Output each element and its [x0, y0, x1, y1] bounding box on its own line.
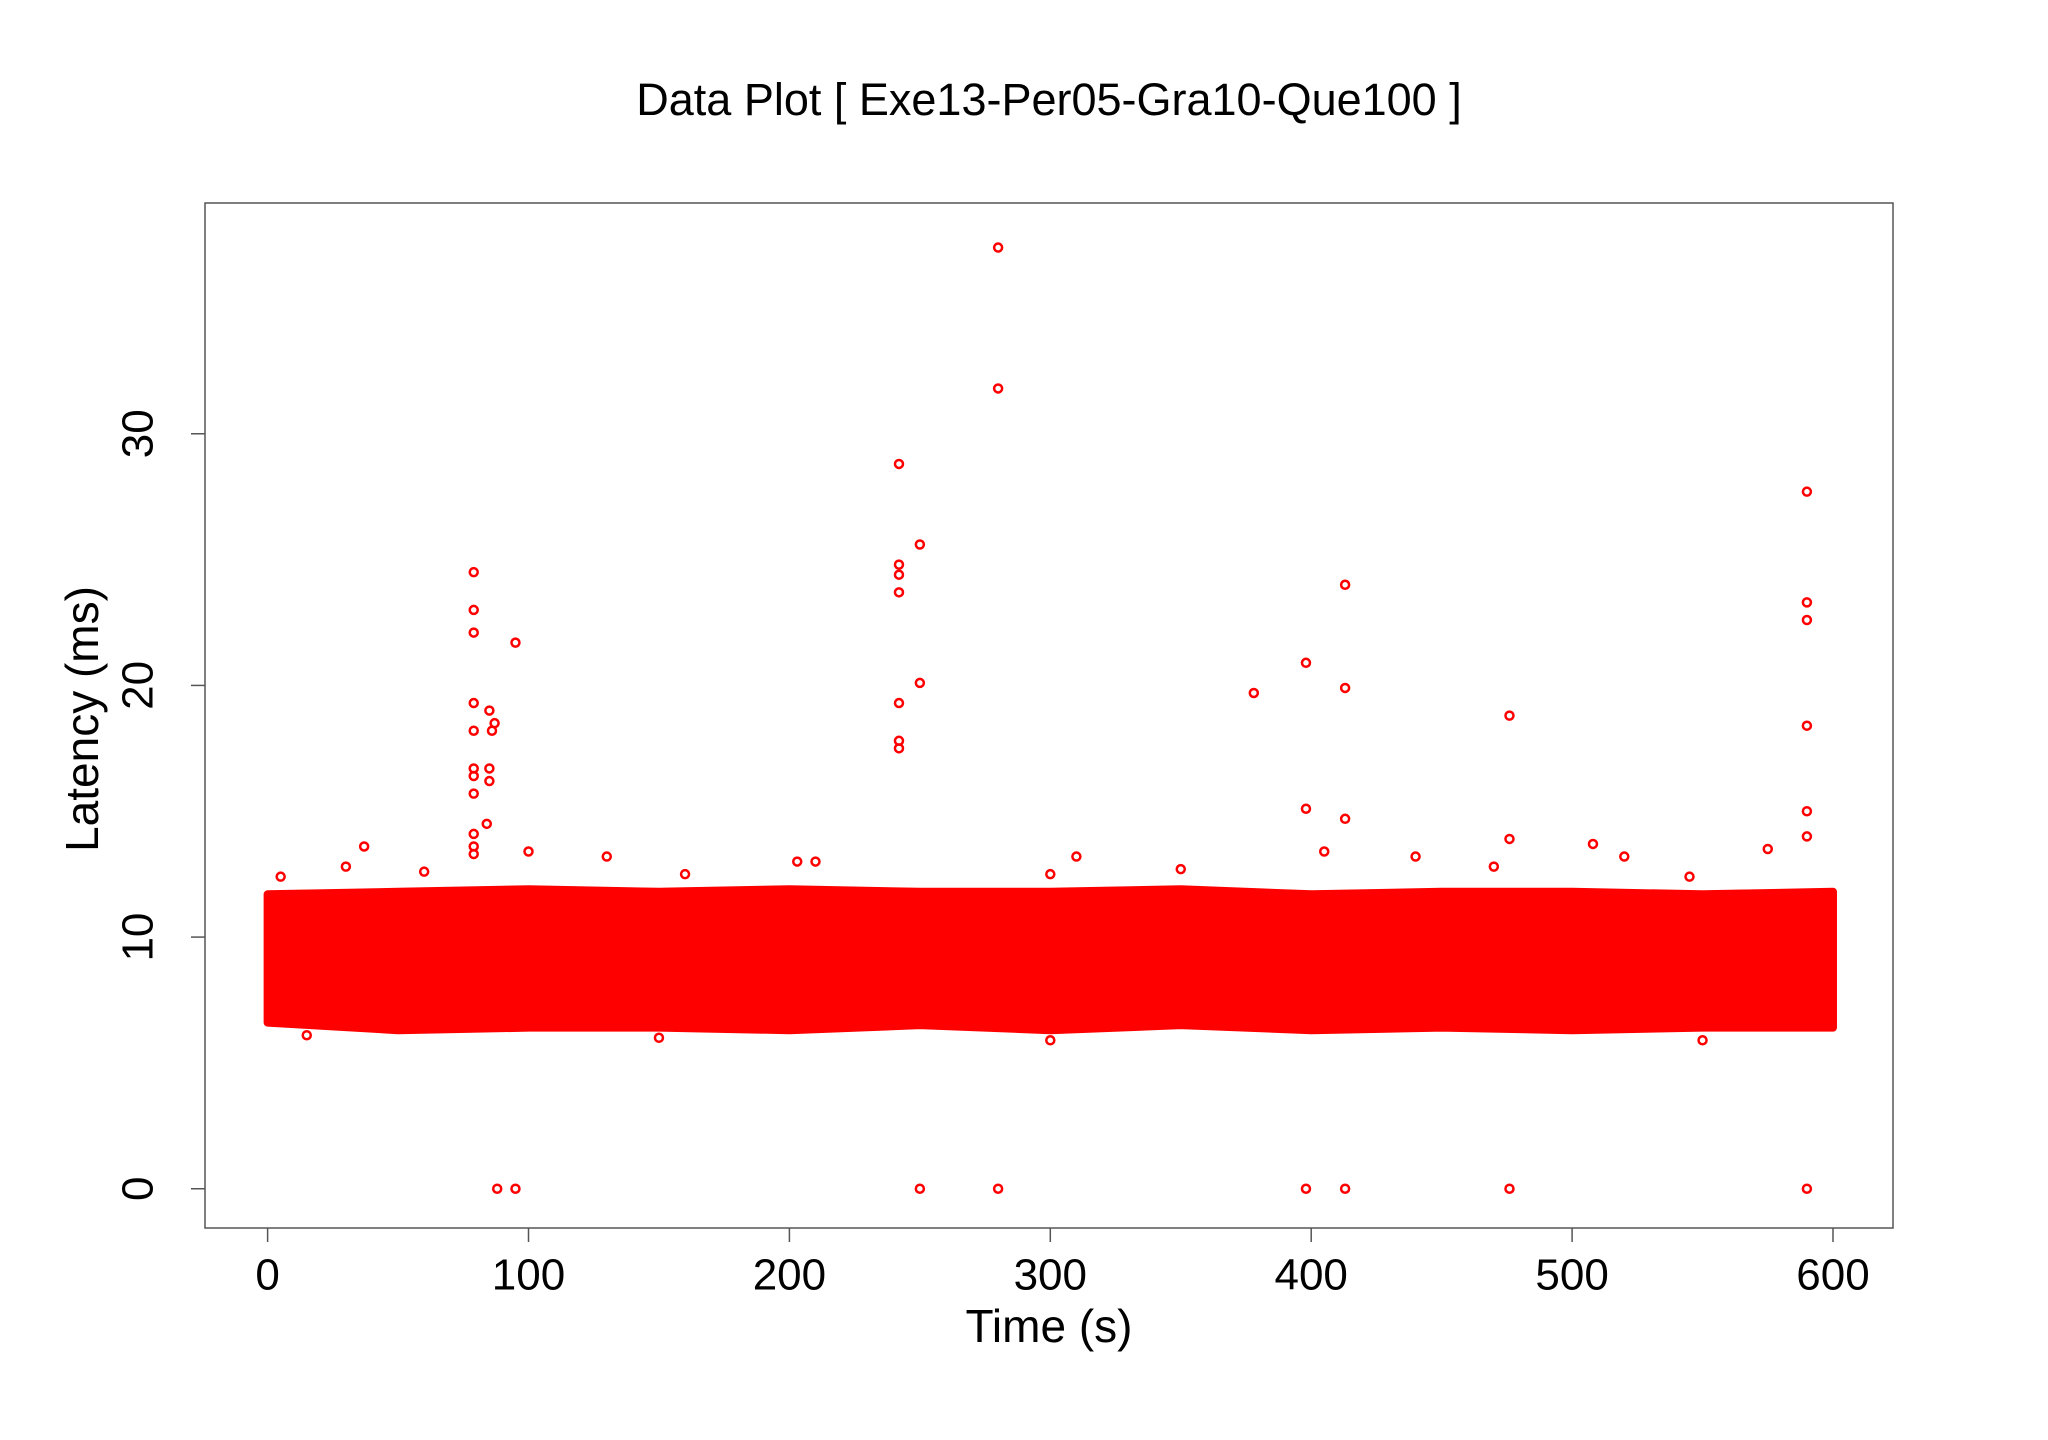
point — [1045, 868, 1056, 880]
point — [468, 788, 479, 799]
point — [914, 1183, 926, 1194]
point — [491, 1183, 503, 1194]
x-tick-label: 600 — [1796, 1251, 1869, 1300]
point — [1801, 720, 1813, 731]
point — [468, 627, 479, 638]
x-tick-label: 500 — [1535, 1251, 1608, 1300]
x-tick-label: 300 — [1014, 1251, 1087, 1300]
point — [1410, 851, 1421, 862]
y-tick-label: 0 — [114, 1176, 163, 1200]
point — [810, 856, 821, 867]
point — [1697, 1035, 1708, 1046]
point — [653, 1032, 665, 1043]
point — [468, 725, 479, 736]
point — [791, 856, 803, 867]
point — [1504, 710, 1515, 721]
point — [523, 846, 534, 857]
point — [1801, 614, 1813, 626]
point — [275, 871, 286, 882]
x-tick-label: 0 — [255, 1251, 279, 1300]
point — [481, 818, 493, 830]
point — [1587, 838, 1599, 850]
point — [1045, 1035, 1056, 1046]
point — [992, 1183, 1004, 1194]
point — [1339, 1183, 1351, 1194]
point — [468, 770, 479, 782]
point — [893, 559, 905, 570]
x-axis-label: Time (s) — [966, 1300, 1133, 1352]
point — [893, 743, 905, 754]
point — [358, 841, 370, 852]
chart-title: Data Plot [ Exe13-Per05-Gra10-Que100 ] — [636, 74, 1461, 125]
plot-frame — [204, 202, 1894, 1229]
y-axis-label: Latency (ms) — [56, 586, 108, 852]
dense-band — [263, 885, 1837, 1035]
point — [1801, 831, 1813, 842]
point — [1175, 863, 1187, 875]
point — [992, 383, 1004, 394]
point — [510, 637, 521, 648]
point — [468, 848, 479, 860]
point — [1318, 846, 1330, 857]
point — [1504, 833, 1515, 845]
point — [893, 458, 905, 470]
point — [893, 569, 905, 580]
point — [1488, 861, 1500, 872]
point — [468, 604, 479, 616]
point — [484, 705, 495, 716]
point — [468, 566, 479, 578]
point — [484, 763, 495, 774]
point — [418, 866, 430, 877]
point — [914, 677, 926, 689]
point — [679, 868, 691, 880]
point — [1300, 1183, 1312, 1194]
point — [1248, 687, 1260, 699]
point — [992, 242, 1004, 253]
point — [1339, 813, 1351, 825]
point — [1801, 486, 1813, 497]
point — [1619, 851, 1630, 862]
point — [1684, 871, 1695, 882]
point — [1071, 851, 1082, 862]
point — [1801, 806, 1813, 817]
point — [1801, 1183, 1813, 1194]
point — [1762, 843, 1774, 855]
point — [601, 851, 613, 862]
point — [914, 539, 926, 550]
point — [1339, 682, 1351, 694]
point — [1339, 579, 1351, 591]
point — [1504, 1183, 1515, 1194]
x-tick-label: 400 — [1274, 1251, 1347, 1300]
point — [1801, 597, 1813, 608]
y-tick-label: 20 — [114, 661, 163, 710]
point — [301, 1029, 312, 1041]
point — [893, 587, 905, 598]
x-tick-label: 200 — [753, 1251, 826, 1300]
y-tick-label: 10 — [114, 913, 163, 962]
point — [468, 697, 479, 709]
point — [893, 697, 905, 709]
point — [1300, 803, 1312, 814]
x-tick-label: 100 — [492, 1251, 565, 1300]
point — [489, 717, 500, 729]
point — [510, 1183, 521, 1194]
point — [484, 775, 495, 787]
point — [1300, 657, 1312, 669]
y-tick-label: 30 — [114, 409, 163, 458]
point — [468, 828, 479, 840]
point — [340, 861, 352, 872]
